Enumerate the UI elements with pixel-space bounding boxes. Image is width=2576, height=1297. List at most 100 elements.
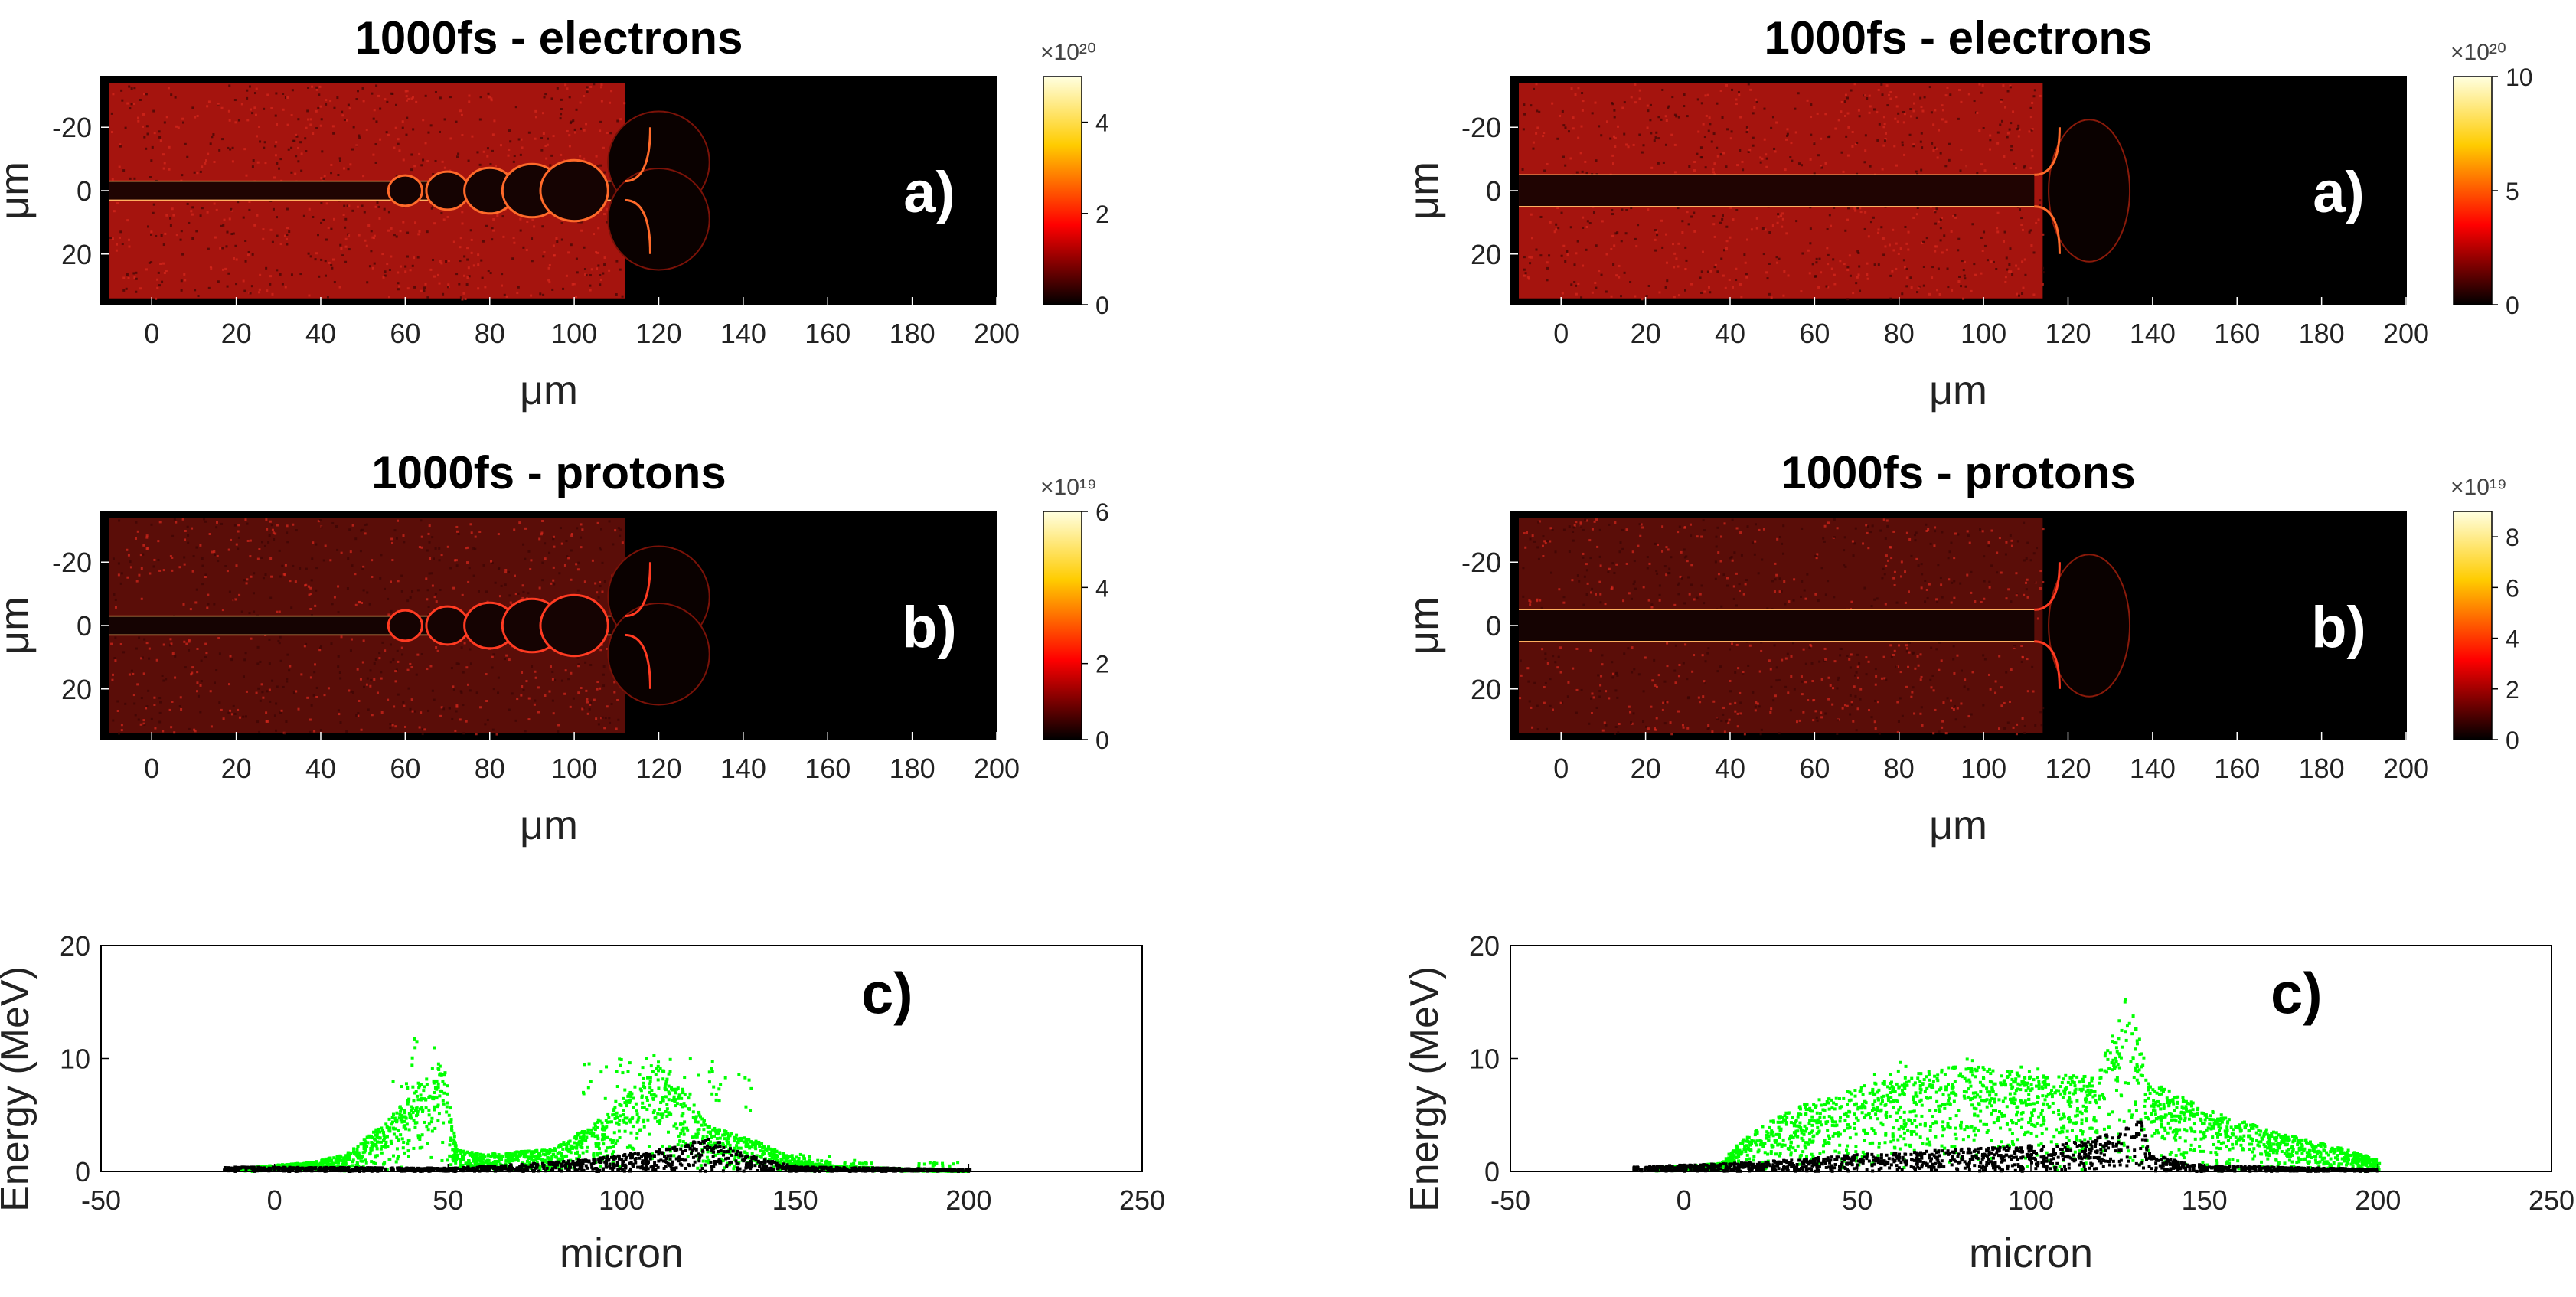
- noise-speck: [203, 518, 206, 521]
- noise-speck: [429, 268, 433, 271]
- scatter-point: [675, 1102, 679, 1106]
- noise-speck: [171, 534, 175, 537]
- noise-speck: [1716, 670, 1719, 673]
- noise-speck: [1635, 245, 1638, 248]
- scatter-point: [547, 1168, 550, 1171]
- noise-speck: [1960, 702, 1963, 705]
- noise-speck: [1658, 599, 1661, 602]
- colorbar-tick-label: 0: [2506, 727, 2519, 754]
- noise-speck: [1552, 655, 1555, 658]
- scatter-point: [504, 1155, 508, 1158]
- noise-speck: [174, 655, 177, 658]
- noise-speck: [1773, 590, 1776, 593]
- noise-speck: [183, 273, 186, 276]
- noise-speck: [1856, 676, 1859, 679]
- noise-speck: [1863, 227, 1866, 230]
- noise-speck: [373, 662, 376, 665]
- scatter-point: [374, 1130, 377, 1134]
- noise-speck: [179, 238, 182, 241]
- noise-speck: [505, 295, 508, 298]
- noise-speck: [204, 642, 207, 645]
- noise-speck: [1546, 279, 1549, 282]
- noise-speck: [142, 93, 145, 96]
- noise-speck: [368, 603, 371, 606]
- noise-speck: [324, 544, 327, 547]
- scatter-point: [585, 1149, 589, 1153]
- noise-speck: [142, 553, 145, 556]
- noise-speck: [1765, 153, 1768, 156]
- noise-speck: [1574, 93, 1577, 96]
- noise-speck: [1703, 529, 1706, 532]
- noise-speck: [214, 236, 217, 239]
- noise-speck: [423, 728, 426, 731]
- noise-speck: [171, 556, 174, 559]
- noise-speck: [292, 691, 295, 694]
- scatter-point: [475, 1164, 478, 1168]
- noise-speck: [1827, 286, 1830, 289]
- colorbar-exponent: ×10²⁰: [2450, 40, 2506, 65]
- scatter-point: [377, 1127, 380, 1131]
- scatter-point: [789, 1161, 793, 1165]
- noise-speck: [1599, 564, 1602, 567]
- noise-speck: [1758, 528, 1761, 531]
- noise-speck: [1963, 260, 1966, 263]
- channel: [1519, 609, 2035, 642]
- noise-speck: [1953, 557, 1956, 560]
- noise-speck: [361, 601, 364, 604]
- noise-speck: [1709, 123, 1712, 126]
- noise-speck: [1702, 123, 1705, 126]
- noise-speck: [276, 216, 279, 219]
- noise-speck: [432, 172, 435, 175]
- noise-speck: [1959, 582, 1962, 585]
- scatter-point: [651, 1152, 655, 1156]
- noise-speck: [1930, 686, 1933, 689]
- noise-speck: [1919, 712, 1922, 715]
- noise-speck: [310, 704, 313, 707]
- noise-speck: [367, 708, 370, 711]
- noise-speck: [362, 589, 365, 592]
- noise-speck: [1690, 564, 1693, 567]
- noise-speck: [1947, 557, 1950, 560]
- noise-speck: [1983, 580, 1986, 583]
- noise-speck: [1658, 593, 1661, 596]
- scatter-point: [706, 1150, 710, 1154]
- noise-speck: [279, 575, 282, 578]
- noise-speck: [420, 289, 423, 292]
- scatter-point: [733, 1165, 736, 1169]
- noise-speck: [599, 548, 602, 551]
- noise-speck: [206, 211, 209, 214]
- scatter-point: [711, 1128, 715, 1132]
- noise-speck: [162, 569, 165, 572]
- noise-speck: [1957, 280, 1961, 283]
- noise-speck: [262, 237, 265, 240]
- noise-speck: [119, 642, 122, 645]
- noise-speck: [1617, 731, 1620, 734]
- noise-speck: [468, 275, 471, 278]
- noise-speck: [527, 697, 531, 700]
- noise-speck: [397, 282, 400, 285]
- noise-speck: [363, 211, 366, 214]
- scatter-point: [450, 1129, 454, 1132]
- noise-speck: [1690, 283, 1693, 286]
- noise-speck: [130, 103, 133, 106]
- noise-speck: [375, 84, 378, 87]
- noise-speck: [191, 666, 194, 669]
- noise-speck: [204, 576, 207, 579]
- noise-speck: [370, 230, 373, 233]
- colorbar: [2453, 511, 2493, 740]
- noise-speck: [338, 159, 341, 162]
- noise-speck: [575, 257, 578, 260]
- noise-speck: [331, 266, 334, 270]
- noise-speck: [485, 224, 488, 227]
- noise-speck: [1712, 215, 1716, 218]
- noise-speck: [213, 161, 216, 164]
- noise-speck: [534, 699, 537, 702]
- noise-speck: [243, 658, 246, 662]
- noise-speck: [242, 675, 245, 678]
- noise-speck: [1944, 120, 1948, 123]
- noise-speck: [1854, 143, 1857, 146]
- noise-speck: [466, 258, 469, 261]
- noise-speck: [617, 718, 620, 721]
- noise-speck: [533, 703, 536, 706]
- noise-speck: [390, 609, 393, 613]
